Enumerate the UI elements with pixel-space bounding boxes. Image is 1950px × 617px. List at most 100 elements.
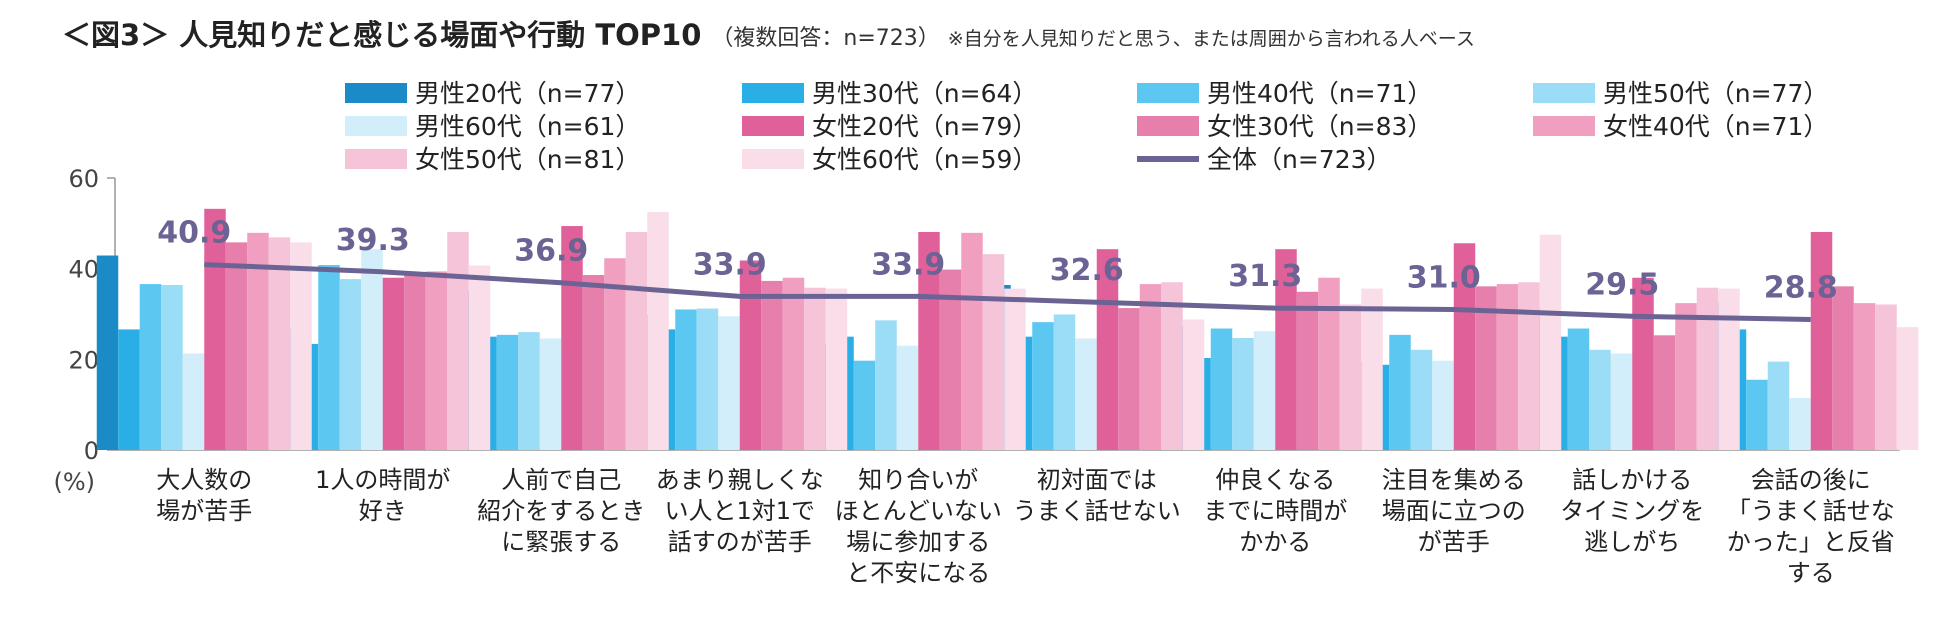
category-label-line: あまり親しくな bbox=[656, 466, 824, 494]
legend-label: 男性50代（n=77） bbox=[1603, 79, 1828, 108]
bar bbox=[96, 255, 119, 450]
category-label: 人前で自己紹介をするときに緊張する bbox=[477, 466, 645, 556]
category-label-line: する bbox=[1787, 559, 1835, 587]
category-label: 大人数の場が苦手 bbox=[156, 466, 252, 525]
bar bbox=[1832, 286, 1854, 450]
bar bbox=[1053, 314, 1076, 450]
bar bbox=[118, 329, 140, 450]
bar bbox=[718, 316, 740, 450]
bar bbox=[382, 277, 405, 450]
category-label-line: 初対面では bbox=[1037, 466, 1157, 494]
title-subtitle: （複数回答：n=723） bbox=[711, 26, 940, 51]
legend-label: 女性50代（n=81） bbox=[415, 145, 640, 174]
bar bbox=[1389, 334, 1411, 450]
bar bbox=[247, 232, 269, 450]
bar bbox=[204, 208, 226, 450]
bar bbox=[318, 265, 340, 450]
bar bbox=[518, 332, 540, 450]
y-tick-label: 60 bbox=[68, 165, 99, 193]
category-label-line: 場面に立つの bbox=[1382, 497, 1526, 525]
bar bbox=[1004, 288, 1026, 450]
total-data-label: 40.9 bbox=[157, 216, 231, 251]
category-label-line: 場に参加する bbox=[846, 528, 990, 556]
category-label-line: かった」と反省 bbox=[1727, 528, 1895, 556]
bar bbox=[1675, 303, 1697, 450]
category-label-line: が苦手 bbox=[1418, 528, 1490, 556]
bar bbox=[1182, 319, 1205, 450]
bar bbox=[1275, 249, 1297, 450]
category-labels: 大人数の場が苦手1人の時間が好き人前で自己紹介をするときに緊張するあまり親しくな… bbox=[156, 466, 1895, 587]
bar bbox=[1589, 349, 1611, 450]
bar bbox=[1875, 304, 1897, 450]
bar bbox=[1653, 335, 1676, 450]
bar bbox=[1318, 277, 1340, 450]
legend-swatch bbox=[1137, 116, 1199, 136]
bar bbox=[875, 320, 897, 450]
bar bbox=[1139, 284, 1162, 450]
bar bbox=[982, 254, 1005, 450]
y-unit-label: (%) bbox=[53, 468, 95, 496]
bar bbox=[918, 231, 940, 450]
bar bbox=[1746, 379, 1768, 450]
category-label-line: かかる bbox=[1239, 528, 1311, 556]
bar bbox=[782, 277, 805, 450]
bar bbox=[139, 284, 162, 450]
total-data-label: 29.5 bbox=[1585, 267, 1659, 302]
bar bbox=[625, 231, 648, 450]
category-label-line: うまく話せない bbox=[1013, 497, 1181, 525]
bar bbox=[1696, 287, 1719, 450]
bar bbox=[290, 242, 312, 450]
legend-swatch bbox=[345, 83, 407, 103]
bar bbox=[647, 212, 669, 450]
category-label-line: い人と1対1で bbox=[664, 497, 815, 525]
bar bbox=[1232, 338, 1254, 450]
bar bbox=[225, 242, 248, 450]
chart-bars bbox=[96, 208, 1919, 450]
bar bbox=[1161, 282, 1183, 450]
bar bbox=[853, 360, 876, 450]
category-label: 注目を集める場面に立つのが苦手 bbox=[1382, 466, 1526, 556]
category-label-line: 話すのが苦手 bbox=[668, 528, 812, 556]
bar bbox=[1453, 243, 1476, 450]
bar bbox=[1118, 308, 1140, 450]
y-tick-label: 40 bbox=[68, 256, 99, 284]
category-label: 初対面ではうまく話せない bbox=[1013, 466, 1181, 525]
legend-label: 女性20代（n=79） bbox=[812, 112, 1037, 141]
total-data-label: 31.0 bbox=[1407, 260, 1481, 295]
title-note: ※自分を人見知りだと思う、または周囲から言われる人ベース bbox=[947, 28, 1475, 50]
bar bbox=[675, 309, 697, 450]
total-data-label: 36.9 bbox=[514, 234, 588, 269]
category-label-line: 「うまく話せな bbox=[1727, 497, 1895, 525]
category-label-line: ほとんどいない bbox=[835, 497, 1002, 525]
bar bbox=[1518, 282, 1540, 450]
bar bbox=[1432, 360, 1454, 450]
bar bbox=[425, 271, 448, 450]
legend-label: 男性20代（n=77） bbox=[415, 79, 640, 108]
legend-swatch bbox=[1137, 83, 1199, 103]
category-label-line: に緊張する bbox=[501, 528, 621, 556]
bar bbox=[1610, 353, 1633, 450]
bar bbox=[1361, 288, 1383, 450]
bar bbox=[896, 345, 919, 450]
bar bbox=[361, 249, 383, 450]
bar bbox=[582, 275, 605, 450]
total-line-series: 40.9 39.3 36.9 33.9 33.9 32.6 31.3 31.0 29.5 28.8 bbox=[157, 216, 1838, 322]
bar bbox=[939, 269, 962, 450]
category-label-line: 紹介をするとき bbox=[477, 497, 645, 525]
bar bbox=[1789, 397, 1811, 450]
legend-label: 男性60代（n=61） bbox=[415, 112, 640, 141]
total-data-label: 32.6 bbox=[1050, 253, 1124, 288]
bar bbox=[761, 280, 783, 450]
bar bbox=[1853, 303, 1876, 450]
legend-swatch bbox=[345, 116, 407, 136]
bar bbox=[1539, 234, 1562, 450]
category-label-line: 場が苦手 bbox=[156, 497, 252, 525]
category-label-line: 知り合いが bbox=[858, 466, 978, 494]
bar bbox=[1810, 231, 1833, 450]
bar bbox=[825, 288, 848, 450]
bar bbox=[496, 334, 519, 450]
legend-swatch bbox=[1533, 116, 1595, 136]
chart-legend: 男性20代（n=77） 男性30代（n=64） 男性40代（n=71） 男性50代（n… bbox=[345, 79, 1828, 174]
category-label-line: までに時間が bbox=[1203, 497, 1347, 525]
